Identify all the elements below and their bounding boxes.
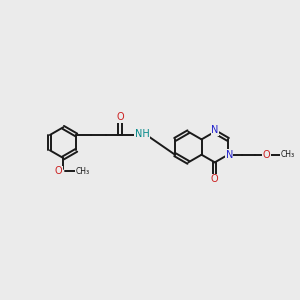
Text: N: N <box>212 125 219 135</box>
Text: N: N <box>226 150 233 160</box>
Text: NH: NH <box>135 129 149 140</box>
Text: O: O <box>211 174 219 184</box>
Text: CH₃: CH₃ <box>76 167 90 176</box>
Text: O: O <box>116 112 124 122</box>
Text: N: N <box>211 125 218 135</box>
Text: O: O <box>55 167 62 176</box>
Text: O: O <box>262 150 270 160</box>
Text: CH₃: CH₃ <box>280 150 295 159</box>
